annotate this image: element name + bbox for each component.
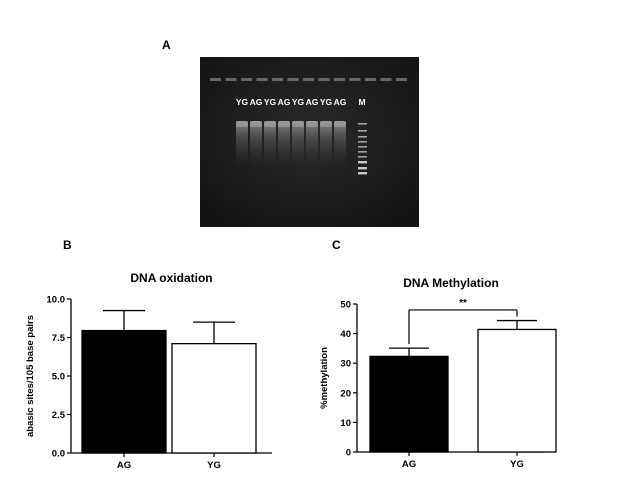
y-tick-label: 0 (346, 448, 351, 459)
lane-label: YG (320, 97, 333, 107)
gel-well (256, 78, 268, 81)
gel-wells (210, 78, 407, 81)
ladder-band (358, 136, 367, 138)
x-tick-label: AG (117, 460, 131, 471)
panel-letter-a: A (162, 38, 171, 52)
y-tick-label: 50 (340, 300, 351, 311)
gel-well (318, 78, 330, 81)
y-tick-label: 40 (340, 329, 351, 340)
y-tick-label: 10.0 (47, 295, 66, 306)
chart-group: DNA Methylation %methylation 0 10 20 30 40 50 AG… (319, 276, 557, 470)
gel-well (303, 78, 314, 81)
dna-ladder (358, 123, 367, 175)
gel-well (287, 78, 299, 81)
bar-yg (171, 343, 257, 454)
y-tick-label: 0.0 (52, 449, 65, 460)
chart-title: DNA Methylation (403, 276, 499, 290)
ladder-band (358, 156, 367, 158)
gel-well (380, 78, 392, 81)
sample-smear (306, 121, 318, 169)
y-axis-label: %methylation (319, 347, 330, 409)
gel-well (365, 78, 376, 81)
y-tick-label: 10 (340, 418, 351, 429)
lane-label: M (358, 97, 365, 107)
significance-label: ** (459, 298, 467, 309)
sample-band (236, 121, 248, 127)
gel-well (334, 78, 345, 81)
sample-band (320, 121, 332, 127)
y-tick-label: 30 (340, 359, 351, 370)
chart-group: DNA oxidation abasic sites/105 base pairs… (25, 271, 272, 471)
panel-letter-b: B (63, 238, 72, 252)
x-tick-label: YG (207, 460, 221, 471)
bar-yg (477, 328, 557, 453)
gel-well (225, 78, 237, 81)
ladder-band (358, 151, 367, 153)
y-tick-label: 5.0 (52, 372, 65, 383)
sample-smear (320, 121, 332, 169)
lane-label: AG (250, 97, 263, 107)
ladder-band (358, 161, 367, 164)
sample-smear (264, 121, 276, 169)
x-tick-label: AG (402, 459, 416, 470)
sample-band (250, 121, 262, 127)
x-tick-label: YG (510, 459, 524, 470)
sample-band (278, 121, 290, 127)
y-tick-label: 7.5 (52, 333, 66, 344)
bar-ag (369, 355, 449, 453)
sample-smear (334, 121, 346, 169)
lane-label: AG (334, 97, 347, 107)
sample-band (264, 121, 276, 127)
lane-labels: YG AG YG AG YG AG YG AG M (236, 97, 366, 107)
y-tick-label: 20 (340, 388, 351, 399)
lane-label: YG (236, 97, 249, 107)
gel-image: YG AG YG AG YG AG YG AG M (200, 57, 419, 227)
sample-smear (250, 121, 262, 169)
y-tick-label: 2.5 (52, 410, 66, 421)
lane-label: YG (292, 97, 305, 107)
gel-well (241, 78, 252, 81)
gel-well (349, 78, 361, 81)
lane-label: AG (278, 97, 291, 107)
ladder-band (358, 141, 367, 143)
bar-ag (81, 329, 167, 454)
gel-well (272, 78, 283, 81)
chart-title: DNA oxidation (130, 271, 212, 285)
sample-band (306, 121, 318, 127)
gel-well (396, 78, 407, 81)
ladder-band (358, 130, 367, 132)
ladder-band (358, 172, 367, 175)
sample-band (292, 121, 304, 127)
sample-band (334, 121, 346, 127)
panel-letter-c: C (332, 238, 341, 252)
y-axis-label: abasic sites/105 base pairs (25, 315, 36, 437)
gel-smears (236, 121, 346, 169)
ladder-band (358, 167, 367, 170)
sample-smear (278, 121, 290, 169)
ladder-band (358, 146, 367, 148)
gel-well (210, 78, 221, 81)
lane-label: AG (306, 97, 319, 107)
ladder-band (358, 123, 367, 125)
sample-smear (292, 121, 304, 169)
lane-label: YG (264, 97, 277, 107)
sample-smear (236, 121, 248, 169)
